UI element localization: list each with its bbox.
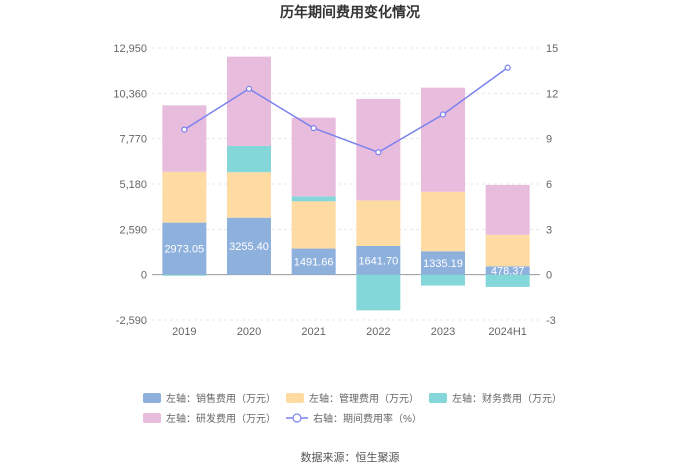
legend-label: 左轴：销售费用（万元）	[166, 392, 276, 405]
legend-marker	[292, 413, 302, 423]
line-point	[504, 64, 511, 71]
left-tick-label: 12,950	[113, 43, 147, 55]
bar-series-0	[227, 217, 271, 275]
data-label: 478.37	[491, 265, 525, 277]
left-tick-label: 0	[141, 270, 147, 282]
legend: 左轴：销售费用（万元） 左轴：管理费用（万元） 左轴：财务费用（万元） 左轴：研发费用…	[143, 392, 562, 425]
legend-swatch	[143, 393, 161, 403]
data-label: 3255.40	[229, 241, 269, 253]
bar-series-0	[485, 266, 530, 275]
x-tick-label: 2020	[237, 326, 261, 338]
legend-label: 右轴：期间费用率（%）	[313, 412, 422, 425]
bar-series-3	[227, 56, 271, 146]
right-tick-label: 9	[546, 134, 552, 146]
data-labels: 2973.05 3255.40 1491.66 1641.70 1335.19 478.3…	[164, 241, 524, 277]
bar-series-1	[162, 171, 207, 223]
bar-series-2	[162, 274, 207, 276]
right-tick-label: 12	[546, 88, 558, 100]
expense-rate-line	[181, 64, 511, 156]
left-tick-label: -2,590	[116, 315, 147, 327]
bar-series-1	[291, 201, 336, 249]
bar-series-0	[162, 222, 207, 275]
left-tick-label: 2,590	[119, 224, 147, 236]
source-text: 数据来源：恒生聚源	[301, 450, 400, 464]
x-tick-label: 2021	[301, 326, 325, 338]
legend-label: 左轴：管理费用（万元）	[309, 392, 419, 405]
data-label: 2973.05	[164, 244, 204, 256]
right-tick-label: 3	[546, 224, 552, 236]
x-tick-label: 2024H1	[488, 326, 527, 338]
bar-series-2	[421, 274, 465, 286]
line-point	[375, 149, 382, 156]
bar-series-2	[485, 274, 530, 287]
bar-series-0	[356, 245, 401, 275]
line-point	[439, 111, 447, 118]
bar-series-2	[227, 145, 271, 173]
line-point	[310, 124, 317, 132]
legend-label: 左轴：财务费用（万元）	[452, 392, 562, 405]
bar-series-1	[421, 191, 465, 252]
data-label: 1491.66	[294, 257, 334, 269]
right-axis-ticks: 15 12 9 6 3 0 -3	[546, 43, 558, 327]
legend-label: 左轴：研发费用（万元）	[166, 412, 276, 425]
x-tick-label: 2022	[366, 326, 390, 338]
left-tick-label: 5,180	[119, 179, 147, 191]
x-tick-label: 2019	[172, 326, 196, 338]
bar-series-0	[291, 248, 336, 275]
bar-series-1	[356, 200, 401, 246]
right-tick-label: 6	[546, 179, 552, 191]
bar-series-2	[291, 196, 336, 202]
bar-series-1	[485, 234, 530, 267]
gridlines	[152, 47, 540, 321]
data-label: 1335.19	[423, 258, 463, 270]
right-tick-label: 0	[546, 270, 552, 282]
bar-series-3	[162, 105, 207, 172]
bar-series-1	[227, 172, 271, 218]
bars	[162, 56, 530, 311]
legend-swatch	[286, 393, 304, 403]
right-tick-label: 15	[546, 43, 558, 55]
legend-swatch	[429, 393, 447, 403]
left-axis-ticks: 12,950 10,360 7,770 5,180 2,590 0 -2,590	[113, 43, 147, 327]
bar-series-0	[421, 251, 465, 275]
bar-series-2	[356, 274, 401, 311]
line-point	[181, 126, 188, 133]
line-path	[183, 67, 509, 154]
x-axis-ticks: 2019 2020 2021 2022 2023 2024H1	[172, 326, 527, 338]
left-tick-label: 7,770	[119, 134, 147, 146]
data-label: 1641.70	[358, 255, 398, 267]
chart-title: 历年期间费用变化情况	[280, 4, 420, 20]
bar-series-3	[485, 184, 530, 235]
right-tick-label: -3	[546, 315, 556, 327]
line-point	[245, 85, 253, 92]
bar-series-3	[421, 87, 465, 192]
x-tick-label: 2023	[431, 326, 455, 338]
left-tick-label: 10,360	[113, 88, 147, 100]
legend-swatch	[143, 413, 161, 423]
